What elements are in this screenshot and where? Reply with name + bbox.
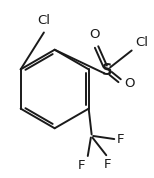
Text: F: F [104, 158, 111, 171]
Text: Cl: Cl [135, 36, 148, 49]
Text: S: S [102, 63, 112, 78]
Text: F: F [78, 159, 85, 172]
Text: O: O [125, 77, 135, 90]
Text: Cl: Cl [37, 14, 50, 27]
Text: F: F [117, 133, 125, 146]
Text: O: O [89, 28, 100, 41]
